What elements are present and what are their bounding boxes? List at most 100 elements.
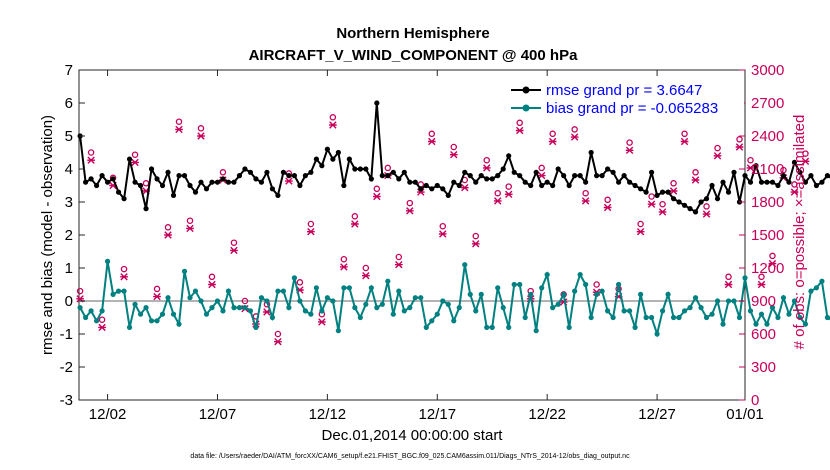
y-tick-label-left: 4 xyxy=(65,161,73,178)
rmse-point xyxy=(808,173,814,179)
bias-point xyxy=(319,308,325,314)
obs-possible-marker xyxy=(692,169,699,176)
rmse-point xyxy=(824,173,830,179)
bias-point xyxy=(379,301,385,307)
legend-rmse-marker xyxy=(522,86,530,94)
obs-assimilated-marker xyxy=(537,171,546,180)
rmse-point xyxy=(764,179,770,185)
bias-point xyxy=(187,295,193,301)
bias-point xyxy=(797,314,803,321)
obs-assimilated-marker xyxy=(449,151,458,159)
rmse-point xyxy=(594,173,600,179)
obs-assimilated-marker xyxy=(98,323,106,332)
bias-point xyxy=(297,298,303,304)
obs-assimilated-marker xyxy=(274,338,282,346)
rmse-point xyxy=(495,173,501,179)
bias-point xyxy=(616,281,622,288)
rmse-point xyxy=(654,192,660,198)
bias-point xyxy=(692,295,699,301)
obs-possible-marker xyxy=(670,180,677,187)
bias-point xyxy=(335,328,341,334)
bias-point xyxy=(572,288,578,294)
rmse-point xyxy=(566,182,572,189)
bias-point xyxy=(550,305,556,311)
obs-assimilated-marker xyxy=(175,125,183,134)
rmse-point xyxy=(407,179,413,185)
obs-possible-marker xyxy=(186,217,194,224)
obs-possible-marker xyxy=(681,130,688,138)
y-tick-label-right: 2700 xyxy=(751,95,784,112)
obs-possible-marker xyxy=(98,316,106,323)
obs-possible-marker xyxy=(747,156,754,164)
bias-point xyxy=(605,308,611,314)
bias-point xyxy=(583,281,589,288)
bias-point xyxy=(484,324,490,330)
obs-possible-marker xyxy=(219,169,227,176)
obs-possible-marker xyxy=(340,255,348,263)
legend-box xyxy=(502,78,744,118)
rmse-point xyxy=(137,182,144,189)
bias-point xyxy=(423,324,429,330)
obs-possible-marker xyxy=(450,143,458,151)
rmse-point xyxy=(511,169,517,175)
bias-point xyxy=(819,278,825,284)
bias-point xyxy=(627,308,633,314)
bias-point xyxy=(500,305,506,311)
bias-point xyxy=(308,311,314,317)
rmse-point xyxy=(648,169,655,175)
legend-bias-marker xyxy=(522,104,530,112)
rmse-point xyxy=(550,182,556,189)
bias-point xyxy=(418,295,424,301)
obs-possible-marker xyxy=(582,189,589,197)
bias-point xyxy=(720,321,726,327)
rmse-point xyxy=(242,166,248,172)
rmse-point xyxy=(297,182,303,189)
obs-possible-marker xyxy=(483,156,490,164)
rmse-point xyxy=(280,169,287,175)
obs-possible-marker xyxy=(362,264,370,272)
bias-point xyxy=(434,311,440,317)
bias-point xyxy=(302,308,308,314)
rmse-point xyxy=(605,166,611,172)
bias-point xyxy=(440,298,446,304)
x-axis-label: Dec.01,2014 00:00:00 start xyxy=(322,427,504,444)
y-tick-label-left: -2 xyxy=(60,359,73,376)
bias-point xyxy=(654,331,660,337)
bias-point xyxy=(714,298,721,304)
bias-point xyxy=(121,288,127,294)
rmse-point xyxy=(451,179,457,185)
rmse-point xyxy=(385,173,391,179)
plot-area xyxy=(78,69,746,401)
obs-assimilated-marker xyxy=(570,133,579,141)
y-tick-label-left: 1 xyxy=(65,260,73,277)
rmse-point xyxy=(742,173,748,179)
rmse-point xyxy=(786,179,792,185)
bias-point xyxy=(198,298,204,304)
obs-assimilated-marker xyxy=(471,240,480,248)
bias-point xyxy=(390,311,396,317)
obs-possible-marker xyxy=(538,164,545,172)
bias-point xyxy=(429,318,435,324)
y-tick-label-right: 3000 xyxy=(751,62,784,79)
bias-point xyxy=(594,291,600,297)
obs-possible-marker xyxy=(76,287,84,295)
rmse-point xyxy=(621,173,627,179)
obs-possible-marker xyxy=(549,130,556,138)
bias-point xyxy=(637,291,644,297)
obs-possible-marker xyxy=(406,199,414,207)
obs-possible-marker xyxy=(736,136,743,143)
rmse-point xyxy=(159,182,166,189)
obs-assimilated-marker xyxy=(658,208,667,216)
bias-point xyxy=(736,314,743,321)
bias-point xyxy=(258,295,265,301)
bias-point xyxy=(709,311,715,317)
obs-possible-marker xyxy=(516,119,523,127)
rmse-point xyxy=(544,179,550,185)
bias-point xyxy=(511,281,517,288)
bias-point xyxy=(77,305,83,311)
bias-point xyxy=(407,305,413,311)
y-tick-label-right: 1500 xyxy=(751,227,784,244)
rmse-point xyxy=(687,206,693,212)
rmse-point xyxy=(220,176,226,182)
bias-point xyxy=(599,288,605,294)
